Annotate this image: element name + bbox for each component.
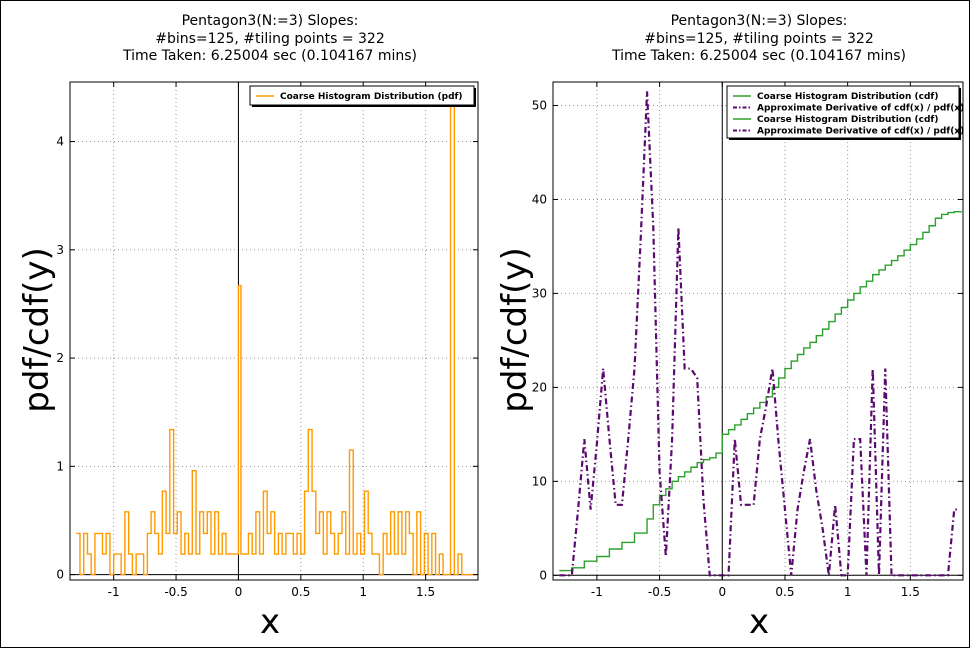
right-ytick-label-3: 30 xyxy=(532,286,547,300)
right-ytick-label-2: 20 xyxy=(532,380,547,394)
right-ytick-label-1: 10 xyxy=(532,474,547,488)
right-xtick-label-1: -0.5 xyxy=(648,585,671,599)
left-title-line-2: #bins=125, #tiling points = 322 xyxy=(155,31,384,47)
right-xtick-label-5: 1.5 xyxy=(901,585,920,599)
right-series-1-line xyxy=(559,91,958,577)
right-xtick-label-3: 0.5 xyxy=(775,585,794,599)
right-x-axis-label: x xyxy=(749,602,769,642)
left-ytick-label-3: 3 xyxy=(56,243,64,257)
right-xtick-label-0: -1 xyxy=(591,585,603,599)
right-series-0-line xyxy=(559,210,962,572)
left-chart: Pentagon3(N:=3) Slopes: #bins=125, #tili… xyxy=(17,13,479,642)
left-x-axis-label: x xyxy=(260,602,280,642)
right-title-line-2: #bins=125, #tiling points = 322 xyxy=(644,31,873,47)
right-ytick-label-5: 50 xyxy=(532,98,547,112)
left-ytick-label-4: 4 xyxy=(56,135,64,149)
right-y-axis-label: pdf/cdf(y) xyxy=(495,247,535,412)
left-title-line-1: Pentagon3(N:=3) Slopes: xyxy=(182,13,359,29)
right-title-line-1: Pentagon3(N:=3) Slopes: xyxy=(671,13,848,29)
right-xtick-label-2: 0 xyxy=(718,585,726,599)
left-xtick-label-1: -0.5 xyxy=(164,585,187,599)
right-legend: Coarse Histogram Distribution (cdf)Appro… xyxy=(726,85,964,140)
left-ytick-label-2: 2 xyxy=(56,351,64,365)
left-xtick-label-0: -1 xyxy=(108,585,120,599)
right-legend-box xyxy=(726,85,960,139)
right-chart: Pentagon3(N:=3) Slopes: #bins=125, #tili… xyxy=(495,13,964,642)
right-ytick-label-4: 40 xyxy=(532,192,547,206)
left-y-axis-label: pdf/cdf(y) xyxy=(17,247,57,412)
right-legend-label-3: Approximate Derivative of cdf(x) / pdf(x… xyxy=(757,127,964,137)
left-ytick-label-0: 0 xyxy=(56,568,64,582)
right-legend-label-1: Approximate Derivative of cdf(x) / pdf(x… xyxy=(757,104,964,114)
left-legend: Coarse Histogram Distribution (pdf) xyxy=(249,85,476,107)
left-xtick-label-2: 0 xyxy=(235,585,243,599)
right-xtick-label-4: 1 xyxy=(844,585,852,599)
left-ytick-label-1: 1 xyxy=(56,459,64,473)
right-legend-label-0: Coarse Histogram Distribution (cdf) xyxy=(757,92,938,102)
left-xtick-label-3: 0.5 xyxy=(291,585,310,599)
left-title-line-3: Time Taken: 6.25004 sec (0.104167 mins) xyxy=(122,48,417,64)
left-series-0-line xyxy=(76,92,477,576)
right-legend-label-2: Coarse Histogram Distribution (cdf) xyxy=(757,115,938,125)
left-xtick-label-4: 1 xyxy=(359,585,367,599)
right-plot-frame xyxy=(552,81,964,581)
left-legend-label-0: Coarse Histogram Distribution (pdf) xyxy=(280,92,463,102)
left-xtick-label-5: 1.5 xyxy=(416,585,435,599)
right-title-line-3: Time Taken: 6.25004 sec (0.104167 mins) xyxy=(611,48,906,64)
right-ytick-label-0: 0 xyxy=(539,568,547,582)
left-plot-frame xyxy=(69,81,479,581)
left-legend-box xyxy=(249,85,475,106)
